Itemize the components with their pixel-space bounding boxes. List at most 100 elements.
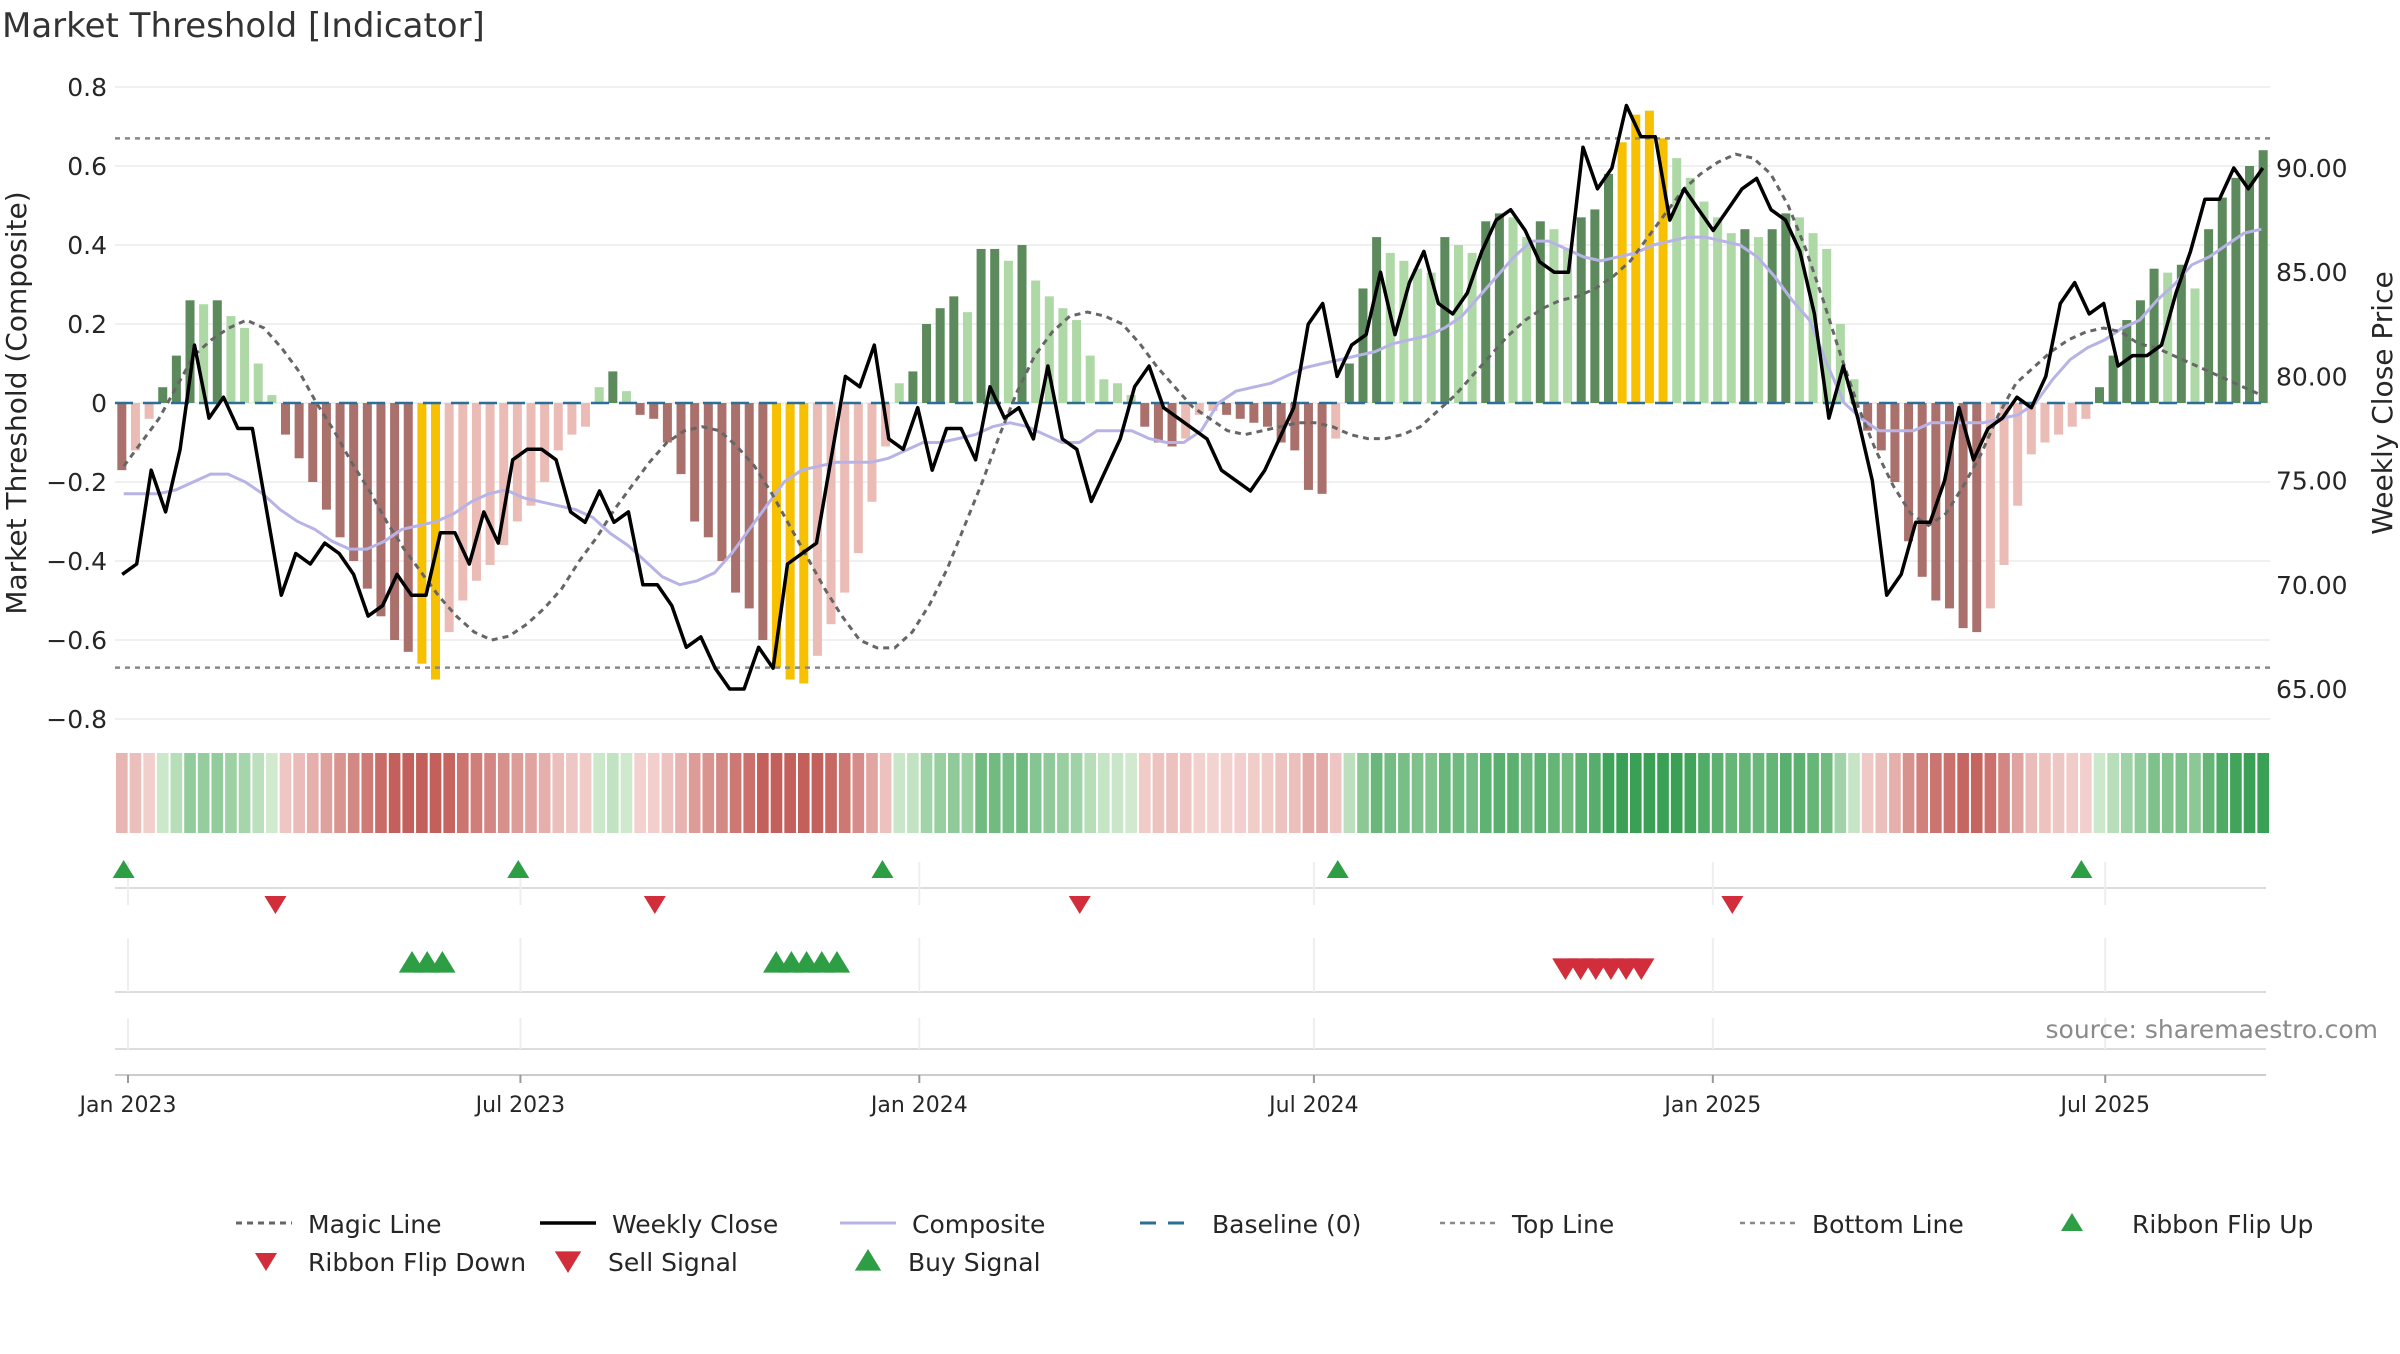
composite-bar	[2081, 403, 2091, 419]
composite-bar	[1194, 403, 1204, 415]
ribbon-cell	[729, 753, 742, 833]
ribbon-cell	[1125, 753, 1137, 833]
composite-bar	[1344, 363, 1354, 403]
ribbon-cell	[947, 753, 960, 833]
composite-bar	[280, 403, 290, 435]
composite-bar	[1576, 217, 1586, 403]
composite-bar	[1917, 403, 1927, 577]
legend-label: Top Line	[1511, 1210, 1614, 1239]
ribbon-cell	[1739, 753, 1751, 833]
ribbon-cell	[1779, 753, 1792, 833]
ribbon-cell	[347, 753, 360, 833]
ribbon-cell	[1793, 753, 1806, 833]
ribbon-cell	[1275, 753, 1287, 833]
ribbon-cell	[1807, 753, 1819, 833]
ribbon-cell	[1439, 753, 1451, 833]
ribbon-cell	[1520, 753, 1533, 833]
ribbon-cell	[893, 753, 906, 833]
composite-bar	[1358, 288, 1368, 403]
ribbon-cell	[1002, 753, 1015, 833]
composite-bar	[362, 403, 372, 589]
ribbon-cell	[1493, 753, 1506, 833]
ribbon-cell	[1657, 753, 1669, 833]
ribbon-cell	[797, 753, 810, 833]
ribbon-cell	[825, 753, 837, 833]
composite-bar	[853, 403, 863, 554]
composite-bar	[1808, 233, 1818, 403]
ribbon-cell	[2093, 753, 2106, 833]
ribbon-cell	[716, 753, 728, 833]
composite-bar	[1590, 209, 1600, 403]
composite-bar	[1781, 213, 1791, 403]
composite-bar	[1535, 221, 1545, 403]
ribbon-cell	[116, 753, 128, 833]
x-tick-label: Jul 2024	[1267, 1093, 1359, 1118]
composite-bar	[240, 327, 250, 403]
composite-bar	[676, 403, 686, 475]
legend-label: Magic Line	[308, 1210, 442, 1239]
y-right-tick-label: 90.00	[2276, 154, 2348, 183]
ribbon-cell	[1752, 753, 1765, 833]
composite-bar	[731, 403, 741, 593]
ribbon-cell	[1957, 753, 1969, 833]
composite-bar	[1058, 308, 1068, 403]
ribbon-cell	[361, 753, 374, 833]
composite-bar	[690, 403, 700, 522]
ribbon-cell	[2011, 753, 2024, 833]
composite-bar	[662, 403, 672, 443]
ribbon-cell	[1207, 753, 1219, 833]
ribbon-cell	[1561, 753, 1574, 833]
ribbon-cell	[129, 753, 142, 833]
ribbon-cell	[2025, 753, 2038, 833]
composite-bar	[717, 403, 727, 561]
composite-bar	[253, 363, 263, 403]
composite-bar	[908, 371, 918, 403]
composite-bar	[772, 403, 782, 668]
ribbon-cell	[2216, 753, 2229, 833]
x-tick-label: Jul 2023	[474, 1093, 566, 1118]
ribbon-cell	[1902, 753, 1915, 833]
composite-bar	[1549, 229, 1559, 403]
composite-bar	[1713, 217, 1723, 403]
composite-bar	[171, 355, 181, 403]
composite-bar	[1031, 280, 1041, 403]
ribbon-cell	[1943, 753, 1956, 833]
composite-bar	[471, 403, 481, 581]
ribbon-cell	[2066, 753, 2079, 833]
buy-signal-marker	[823, 951, 851, 973]
composite-bars	[117, 110, 2268, 684]
composite-bar	[117, 403, 127, 471]
ribbon-cell	[470, 753, 483, 833]
composite-bar	[1085, 355, 1095, 403]
composite-bar	[226, 316, 236, 403]
ribbon-flip-down-marker	[643, 896, 666, 914]
ribbon-cell	[1998, 753, 2010, 833]
composite-bar	[458, 403, 468, 601]
ribbon-cell	[1575, 753, 1588, 833]
composite-bar	[1072, 320, 1082, 403]
y-right-tick-label: 75.00	[2276, 467, 2348, 496]
composite-bar	[1863, 403, 1873, 431]
composite-bar	[1644, 110, 1654, 403]
ribbon-cell	[1261, 753, 1274, 833]
composite-bar	[1672, 158, 1682, 403]
composite-bar	[185, 300, 195, 403]
composite-bar	[1112, 383, 1122, 403]
ribbon-cell	[1930, 753, 1942, 833]
composite-bar	[758, 403, 768, 640]
composite-bar	[894, 383, 904, 403]
ribbon-cell	[620, 753, 633, 833]
ribbon-cell	[1234, 753, 1247, 833]
ribbon-cell	[1111, 753, 1124, 833]
ribbon-cell	[1084, 753, 1097, 833]
composite-bar	[431, 403, 441, 680]
composite-bar	[2054, 403, 2064, 435]
ribbon-cell	[1616, 753, 1628, 833]
ribbon-cell	[607, 753, 619, 833]
composite-bar	[1399, 260, 1409, 403]
composite-bar	[390, 403, 400, 640]
y-left-tick-label: 0.6	[67, 152, 107, 181]
ribbon-cell	[1057, 753, 1069, 833]
composite-bar	[1631, 114, 1641, 404]
composite-bar	[2245, 166, 2255, 403]
